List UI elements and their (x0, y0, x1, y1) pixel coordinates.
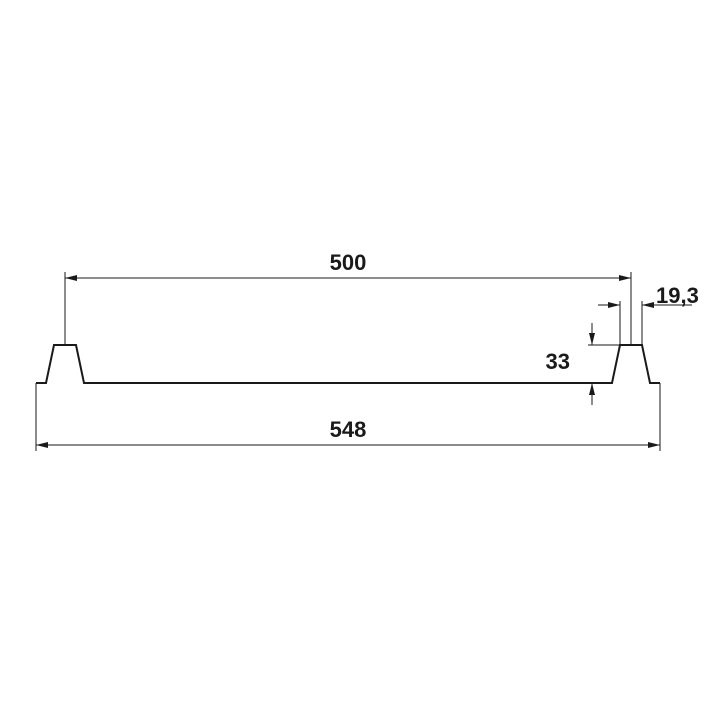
dimension-rib-width: 19,3 (598, 283, 699, 345)
width-top-value: 500 (330, 250, 367, 275)
rib-width-value: 19,3 (656, 283, 699, 308)
profile-diagram: 500 548 33 19,3 (0, 0, 725, 725)
dimension-width-top: 500 (65, 250, 631, 345)
height-value: 33 (546, 349, 570, 374)
dimension-height: 33 (546, 323, 620, 405)
dimension-width-bottom: 548 (36, 383, 660, 451)
width-bottom-value: 548 (330, 417, 367, 442)
